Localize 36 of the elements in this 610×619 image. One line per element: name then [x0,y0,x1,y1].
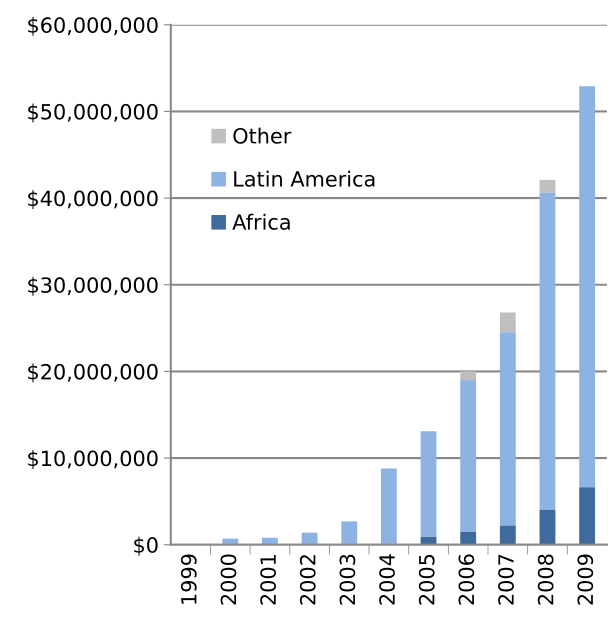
bar [500,332,516,526]
y-tick-label: $20,000,000 [28,363,158,382]
x-tick-label: 2007 [498,554,514,605]
bar [540,510,556,545]
legend-label: Other [233,128,292,144]
bar [579,86,596,488]
bar [460,371,476,380]
bar [500,526,516,545]
bar [302,532,318,545]
x-tick-label: 1999 [180,554,197,604]
bar [460,532,476,545]
legend-label: Latin America [234,170,374,187]
y-tick-label: $30,000,000 [28,276,158,296]
x-tick-label: 2005 [418,554,435,605]
x-tick-label: 2006 [458,554,474,605]
x-tick-label: 2008 [538,554,554,605]
y-tick-label: $60,000,000 [28,16,158,36]
y-tick-label: $50,000,000 [28,104,158,122]
bar [540,180,556,193]
y-tick-label: $0 [134,536,158,556]
bar [341,521,358,545]
bar [579,488,596,545]
bar [500,312,516,332]
y-tick-label: $10,000,000 [28,450,158,470]
x-tick-label: 2009 [577,554,594,605]
bar [380,468,397,545]
x-tick-label: 2000 [220,554,236,605]
bar [540,192,556,510]
x-tick-label: 2003 [340,554,356,605]
x-tick-label: 2001 [260,554,276,605]
x-tick-label: 2004 [379,554,395,605]
y-tick-label: $40,000,000 [28,190,158,210]
bar [460,380,476,532]
bar [420,431,436,537]
x-tick-label: 2002 [300,555,316,605]
legend-label: Africa [232,214,290,230]
